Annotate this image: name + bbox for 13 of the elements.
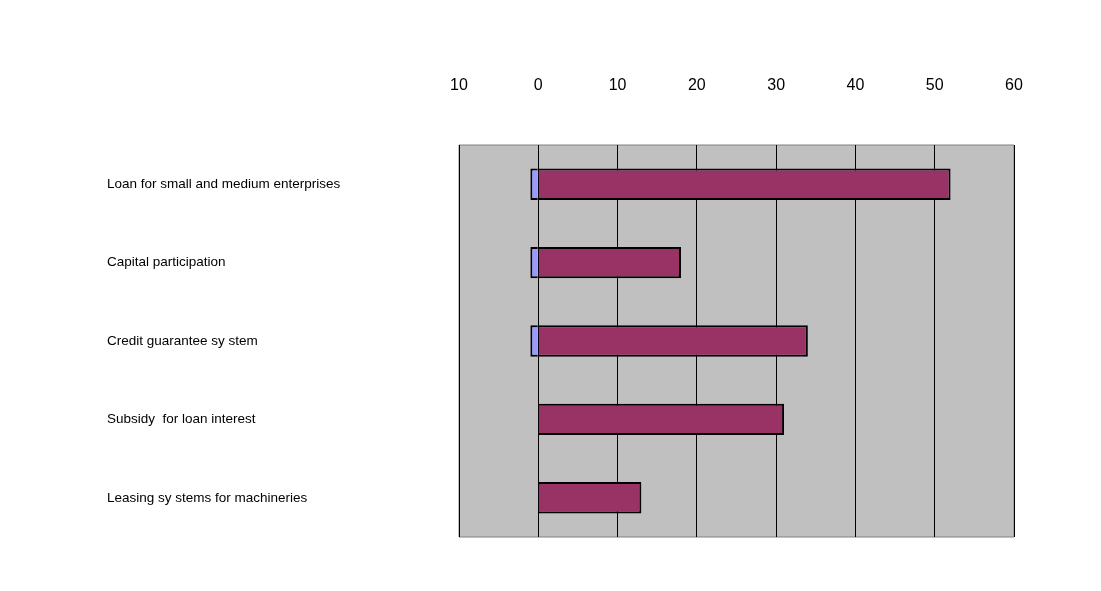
y-tick-label: Credit guarantee sy stem (107, 332, 258, 348)
x-tick-label: 0 (533, 75, 543, 93)
y-tick-label: Capital participation (107, 254, 226, 270)
x-tick-label: 40 (846, 75, 865, 93)
x-tick-label: 60 (1005, 75, 1023, 93)
y-tick-label: Leasing sy stems for machineries (107, 489, 308, 505)
x-tick-label: 50 (925, 75, 944, 93)
y-tick-label: Subsidy for loan interest (107, 411, 256, 427)
x-tick-label: 30 (767, 75, 786, 93)
y-tick-label: Loan for small and medium enterprises (107, 175, 341, 191)
x-tick-label: 10 (450, 75, 468, 93)
x-tick-label: 20 (687, 75, 706, 93)
x-tick-label: 10 (608, 75, 627, 93)
